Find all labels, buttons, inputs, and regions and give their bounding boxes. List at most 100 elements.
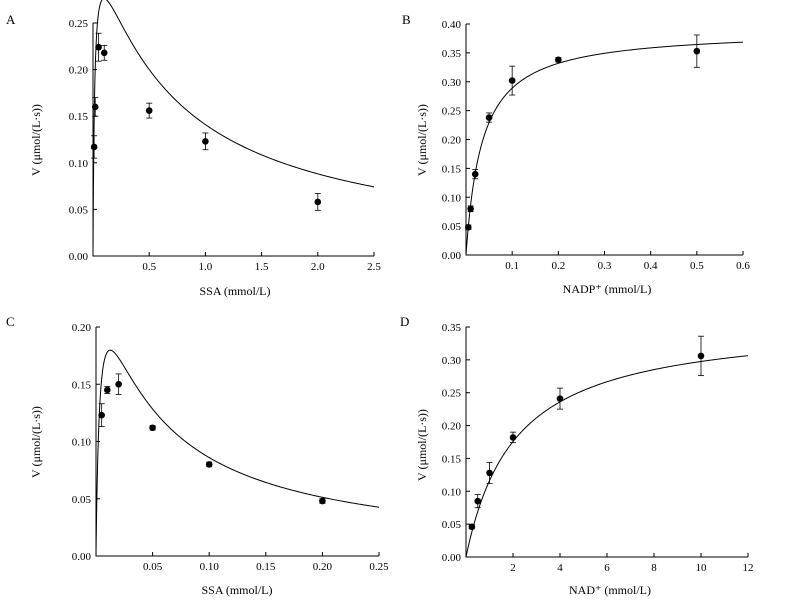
panel-c-xtick-label: 0.20 (313, 561, 333, 573)
panel-a-xtick-label: 1.5 (255, 261, 269, 273)
panel-b-data-point (485, 114, 493, 121)
panel-d-ylabel: V (μmol/(L·s)) (415, 409, 429, 481)
panel-a-data-point (91, 103, 99, 111)
panel-a-xlabel: SSA (mmol/L) (199, 284, 270, 298)
panel-d: D NAD⁺ (mmol/L) V (μmol/(L·s)) 0.00 0.05 0… (400, 314, 754, 597)
panel-a-ytick-label: 0.25 (69, 18, 89, 30)
panel-b-ytick-label: 0.00 (442, 250, 462, 262)
panel-b-xlabel: NADP⁺ (mmol/L) (563, 282, 652, 296)
panel-b-xtick-label: 0.5 (690, 260, 704, 272)
panel-d-ytick-label: 0.05 (442, 519, 462, 531)
panel-a-ytick-label: 0.00 (69, 251, 89, 263)
panel-b: B NADP⁺ (mmol/L) V (μmol/(L·s)) 0.00 0.05… (402, 12, 750, 296)
panel-c-ytick-label: 0.00 (72, 551, 92, 563)
panel-a: A SSA (mmol/L) V (μmol/(L·s)) 0.00 0.05 0.… (6, 0, 381, 298)
panel-a-data-point (90, 143, 98, 151)
panel-b-plot-area: 0.00 0.05 0.10 0.15 0.20 0.25 0.30 0.35 0.40 0.1 0… (442, 19, 751, 272)
panel-d-ytick-label: 0.15 (442, 453, 462, 465)
panel-a-ylabel: V (μmol/(L·s)) (29, 104, 43, 176)
panel-d-xtick-label: 4 (557, 562, 563, 574)
panel-b-data-point (471, 170, 479, 178)
panel-a-fit-curve (92, 0, 375, 256)
panel-d-ytick-label: 0.30 (442, 355, 462, 367)
panel-d-xlabel: NAD⁺ (mmol/L) (569, 583, 651, 597)
panel-b-data-point (467, 205, 474, 213)
panel-d-xtick-label: 2 (510, 562, 516, 574)
panel-b-ylabel: V (μmol/(L·s)) (415, 104, 429, 176)
panel-b-ytick-label: 0.40 (442, 19, 462, 31)
panel-c-data-point (319, 497, 326, 505)
panel-c-data-point (205, 461, 213, 468)
panel-d-ytick-label: 0.10 (442, 486, 462, 498)
panel-a-plot-area: 0.00 0.05 0.10 0.15 0.20 0.25 0.5 1.0 1.5 2.0 2.5 (69, 0, 381, 273)
panel-c-ylabel: V (μmol/(L·s)) (29, 406, 43, 478)
panel-c-data-point (104, 386, 111, 394)
panel-a-data-point (145, 107, 153, 114)
panel-b-ytick-label: 0.35 (442, 48, 462, 60)
panel-b-fit-curve (465, 41, 744, 256)
panel-b-data-point (508, 77, 516, 84)
panel-a-data-point (202, 138, 209, 145)
panel-a-ytick-label: 0.10 (69, 158, 89, 170)
panel-c-axes (95, 327, 379, 557)
panel-b-data-point (465, 223, 472, 231)
panel-c-xtick-label: 0.25 (369, 561, 389, 573)
panel-c: C SSA (mmol/L) V (μmol/(L·s)) 0.000.050.… (6, 314, 389, 597)
panel-d-xtick-label: 8 (651, 562, 657, 574)
panel-c-fit-curve (95, 349, 380, 556)
panel-c-data-point (149, 424, 156, 432)
panel-c-xtick-label: 0.15 (256, 561, 276, 573)
panel-c-xlabel: SSA (mmol/L) (201, 583, 272, 597)
panel-c-ytick-label: 0.15 (72, 379, 92, 391)
panel-c-ytick-label: 0.05 (72, 494, 92, 506)
panel-c-data-point (98, 411, 105, 419)
panel-d-letter: D (400, 314, 409, 329)
panel-d-data-point (468, 523, 476, 531)
panel-b-xtick-label: 0.3 (598, 260, 612, 272)
panel-d-data-point (556, 395, 564, 402)
panel-c-ytick-label: 0.10 (72, 437, 92, 449)
panel-a-ytick-label: 0.05 (69, 204, 89, 216)
panel-a-data-point (100, 49, 108, 57)
panel-a-xtick-label: 1.0 (199, 261, 213, 273)
panel-a-xtick-label: 0.5 (142, 261, 156, 273)
panel-d-fit-curve (465, 355, 749, 558)
panel-d-data-point (509, 434, 517, 441)
panel-a-xtick-label: 2.0 (311, 261, 325, 273)
panel-a-data-point (95, 43, 102, 51)
panel-d-xtick-label: 12 (743, 562, 754, 574)
panel-d-data-point (697, 352, 705, 360)
panel-d-xtick-label: 6 (604, 562, 610, 574)
panel-d-xtick-label: 10 (696, 562, 708, 574)
panel-b-ytick-label: 0.15 (442, 163, 462, 175)
panel-b-ytick-label: 0.05 (442, 221, 462, 233)
panel-b-ytick-label: 0.30 (442, 77, 462, 89)
panel-c-ytick-label: 0.20 (72, 322, 92, 334)
panel-b-data-point (693, 47, 701, 55)
panel-c-xtick-label: 0.10 (200, 561, 220, 573)
panel-a-data-point (314, 198, 322, 206)
panel-b-ytick-label: 0.20 (442, 135, 462, 147)
panel-c-xtick-label: 0.05 (143, 561, 163, 573)
panel-d-data-point (486, 469, 493, 477)
panel-a-ytick-label: 0.15 (69, 111, 89, 123)
panel-b-xtick-label: 0.4 (644, 260, 658, 272)
panel-a-xtick-label: 2.5 (367, 261, 381, 273)
panel-d-ytick-label: 0.00 (442, 552, 462, 564)
panel-a-axes (92, 23, 374, 257)
panel-d-axes (465, 327, 748, 558)
panel-b-ytick-label: 0.10 (442, 192, 462, 204)
panel-d-data-point (474, 497, 482, 505)
panel-c-data-point (115, 380, 122, 388)
panel-d-ytick-label: 0.35 (442, 322, 462, 334)
panel-d-ytick-label: 0.20 (442, 421, 462, 433)
panel-b-xtick-label: 0.6 (736, 260, 750, 272)
panel-d-ytick-label: 0.25 (442, 388, 462, 400)
panel-b-axes (465, 24, 743, 256)
panel-c-letter: C (6, 314, 15, 329)
panel-c-plot-area: 0.00 0.05 0.10 0.15 0.20 0.05 0.10 0.15 0.20 0.25 (72, 322, 389, 573)
panel-a-letter: A (6, 12, 16, 27)
panel-b-letter: B (402, 12, 411, 27)
panel-b-ytick-label: 0.25 (442, 106, 462, 118)
